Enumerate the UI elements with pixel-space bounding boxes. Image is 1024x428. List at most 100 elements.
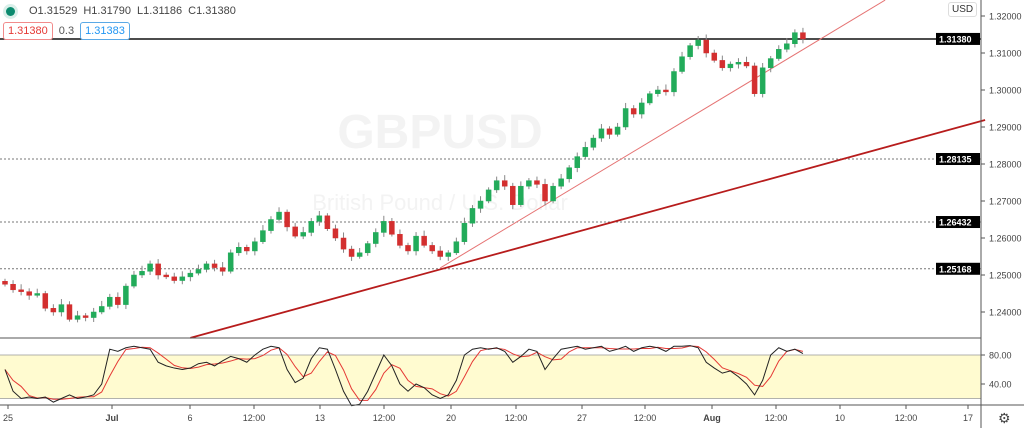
candle-body xyxy=(445,252,452,257)
level-price-label: 1.26432 xyxy=(939,218,972,228)
candle-body xyxy=(622,108,629,128)
candle-body xyxy=(751,65,758,94)
candle-body xyxy=(703,39,709,54)
candle-body xyxy=(107,296,113,307)
open-value: O1.31529 xyxy=(29,5,78,17)
level-price-badge xyxy=(936,153,980,166)
candle-body xyxy=(759,67,766,94)
candle-body xyxy=(695,39,701,46)
candle-body xyxy=(655,89,661,94)
candle-body xyxy=(123,285,129,305)
candle-body xyxy=(18,289,24,292)
candle-body xyxy=(276,211,282,220)
sell-button[interactable]: 1.31380 xyxy=(3,22,53,40)
candle-body xyxy=(711,52,718,61)
candle-body xyxy=(268,219,274,231)
candle-body xyxy=(203,263,210,270)
candle-body xyxy=(66,304,73,320)
candle-body xyxy=(163,274,169,278)
candle-body xyxy=(284,211,290,228)
candle-body xyxy=(364,243,371,254)
candle-body xyxy=(155,263,161,276)
price-tick-label: 1.32000 xyxy=(989,12,1022,22)
candle-body xyxy=(598,128,605,139)
time-tick-label: 12:00 xyxy=(373,413,396,423)
candle-body xyxy=(800,32,806,40)
candle-body xyxy=(10,284,16,291)
candle-body xyxy=(518,185,524,205)
time-tick-label: 12:00 xyxy=(895,413,918,423)
candle-body xyxy=(58,304,65,313)
candle-body xyxy=(389,221,395,235)
candle-body xyxy=(461,222,468,242)
candle-body xyxy=(381,221,387,233)
price-tick-label: 1.24000 xyxy=(989,308,1022,318)
candle-body xyxy=(469,208,476,224)
candle-body xyxy=(582,147,589,157)
stochastic-band xyxy=(0,355,981,399)
candle-body xyxy=(566,167,572,180)
candle-body xyxy=(2,281,8,285)
candle-body xyxy=(195,269,202,274)
candle-body xyxy=(139,271,145,276)
stochastic-tick-label: 80.00 xyxy=(989,351,1012,361)
candle-body xyxy=(542,184,548,202)
candle-body xyxy=(421,235,427,246)
candle-body xyxy=(493,180,500,191)
candle-body xyxy=(98,306,105,313)
price-tick-label: 1.25000 xyxy=(989,271,1022,281)
candle-body xyxy=(147,263,153,272)
candle-body xyxy=(235,247,242,254)
candle-body xyxy=(429,245,435,252)
price-tick-label: 1.26000 xyxy=(989,234,1022,244)
candle-body xyxy=(638,102,645,115)
candle-body xyxy=(526,180,532,187)
settings-gear-icon[interactable]: ⚙ xyxy=(998,410,1011,426)
candle-body xyxy=(211,263,218,268)
candle-body xyxy=(510,185,516,205)
candle-body xyxy=(437,250,443,257)
candle-body xyxy=(606,128,613,135)
candle-body xyxy=(614,126,621,135)
candle-body xyxy=(397,234,403,246)
candle-body xyxy=(679,56,685,72)
trade-panel: 1.31380 0.3 1.31383 xyxy=(3,22,130,40)
candle-body xyxy=(292,226,298,237)
time-tick-label: 10 xyxy=(835,413,845,423)
time-tick-label: 6 xyxy=(187,413,192,423)
candle-body xyxy=(42,293,49,309)
candle-body xyxy=(171,276,178,281)
candle-body xyxy=(227,252,234,272)
candle-body xyxy=(647,93,653,104)
trendline xyxy=(190,119,986,339)
candle-body xyxy=(590,137,597,148)
stochastic-tick-label: 40.00 xyxy=(989,380,1012,390)
price-tick-label: 1.31000 xyxy=(989,49,1022,59)
candle-body xyxy=(558,178,564,187)
level-price-badge xyxy=(936,32,980,45)
time-tick-label: 27 xyxy=(577,413,587,423)
price-tick-label: 1.30000 xyxy=(989,86,1022,96)
candle-body xyxy=(252,241,258,252)
candle-body xyxy=(413,235,419,252)
level-price-label: 1.31380 xyxy=(939,34,972,44)
candle-body xyxy=(630,108,637,115)
candle-body xyxy=(501,180,508,187)
candle-body xyxy=(324,215,331,230)
time-tick-label: 13 xyxy=(315,413,325,423)
stochastic-k-line xyxy=(4,345,804,407)
candle-body xyxy=(574,156,581,168)
candle-body xyxy=(74,315,81,320)
candle-body xyxy=(735,62,742,65)
candle-body xyxy=(663,89,669,93)
currency-button[interactable]: USD xyxy=(948,2,978,17)
level-price-badge xyxy=(936,216,980,229)
candle-body xyxy=(485,189,492,202)
candle-body xyxy=(534,180,540,185)
buy-button[interactable]: 1.31383 xyxy=(80,22,130,40)
candle-body xyxy=(348,248,355,257)
candle-body xyxy=(727,63,734,69)
candle-body xyxy=(187,272,194,278)
candle-body xyxy=(26,291,32,296)
